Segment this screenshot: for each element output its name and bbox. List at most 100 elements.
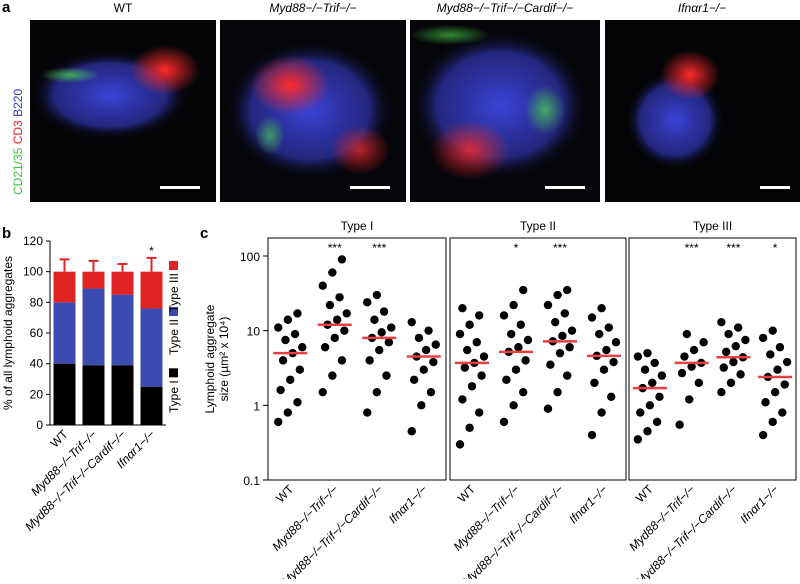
data-point xyxy=(318,387,327,397)
data-point xyxy=(477,371,486,380)
data-point xyxy=(455,440,465,449)
data-point xyxy=(335,293,344,302)
bar-segment xyxy=(111,365,134,425)
bar-segment xyxy=(82,271,105,289)
data-point xyxy=(741,335,750,345)
bar-segment xyxy=(82,288,105,366)
data-point xyxy=(328,371,337,380)
bar-segment xyxy=(53,302,76,364)
data-point xyxy=(293,309,302,318)
data-point xyxy=(290,329,300,339)
y-tick-label: 10 xyxy=(247,325,261,339)
data-point xyxy=(782,357,792,367)
data-point xyxy=(417,401,426,410)
data-point xyxy=(521,356,530,365)
data-point xyxy=(475,408,484,417)
data-point xyxy=(543,300,553,310)
data-point xyxy=(455,329,465,339)
y-tick-label: 40 xyxy=(30,357,44,371)
data-point xyxy=(429,357,438,367)
data-point xyxy=(689,345,699,355)
stain: B220 xyxy=(11,89,25,117)
data-point xyxy=(276,385,285,395)
data-point xyxy=(330,333,339,343)
data-point xyxy=(717,317,726,327)
data-point xyxy=(278,356,288,365)
data-point xyxy=(597,303,606,313)
y-tick-label: 1 xyxy=(253,399,260,413)
data-point xyxy=(375,345,384,355)
plot-frame xyxy=(628,237,797,481)
data-point xyxy=(758,333,768,343)
data-point xyxy=(475,311,484,320)
data-point xyxy=(281,335,290,345)
data-point xyxy=(507,329,516,339)
data-point xyxy=(724,329,733,339)
data-point xyxy=(768,417,777,427)
image-title: Myd88−/−Trif−/− xyxy=(269,1,356,15)
significance: *** xyxy=(372,241,386,255)
y-tick-label: 20 xyxy=(30,387,44,401)
bar-segment xyxy=(140,271,163,309)
error-bar xyxy=(59,258,70,272)
data-point xyxy=(387,323,396,332)
panel-title: Type I xyxy=(341,219,374,233)
data-point xyxy=(337,255,347,264)
data-point xyxy=(499,311,509,320)
data-point xyxy=(465,320,474,329)
legend-swatch xyxy=(169,307,178,316)
bar-segment xyxy=(140,386,163,425)
panel-letter: b xyxy=(2,225,11,242)
image-title: Myd88−/−Trif−/−Cardif−/− xyxy=(437,1,574,15)
x-tick-label: WT xyxy=(455,482,479,506)
data-point xyxy=(431,340,440,349)
data-point xyxy=(283,408,293,417)
y-tick-label: 120 xyxy=(23,234,43,248)
image-title: Ifnαr1−/− xyxy=(678,1,726,15)
data-point xyxy=(761,398,770,407)
data-point xyxy=(558,331,567,341)
legend-label: Type II xyxy=(167,319,181,355)
data-point xyxy=(607,392,616,402)
error-bar xyxy=(117,263,128,272)
data-point xyxy=(729,357,738,367)
x-tick-label: Ifnαr1−/− xyxy=(386,482,430,526)
data-point xyxy=(340,326,349,335)
x-tick-label: Ifnαr1−/− xyxy=(737,482,781,526)
data-point xyxy=(511,365,521,374)
bar-segment xyxy=(82,365,105,425)
stain-label: CD21/35 CD3 B220 xyxy=(11,89,25,195)
data-point xyxy=(736,370,745,379)
data-point xyxy=(409,375,419,384)
legend-swatch xyxy=(169,261,178,270)
y-tick-label: 80 xyxy=(30,295,44,309)
data-point xyxy=(274,417,283,427)
data-point xyxy=(563,285,572,295)
data-point xyxy=(472,338,481,347)
data-point xyxy=(458,303,467,313)
data-point xyxy=(325,300,335,310)
data-point xyxy=(460,363,469,372)
data-point xyxy=(298,343,307,352)
data-point xyxy=(546,360,555,369)
data-point xyxy=(652,417,662,427)
bar-segment xyxy=(111,271,134,295)
data-point xyxy=(467,382,477,391)
data-point xyxy=(650,358,659,368)
panel-letter: c xyxy=(200,225,208,242)
data-point xyxy=(274,323,283,332)
data-point xyxy=(363,298,372,307)
data-point xyxy=(694,378,704,388)
y-tick-label: 0.1 xyxy=(243,474,260,488)
bar-segment xyxy=(111,294,134,366)
panel-letter: a xyxy=(2,0,11,16)
data-point xyxy=(677,368,687,378)
data-point xyxy=(332,315,342,324)
data-point xyxy=(733,323,743,332)
y-axis-label: % of all lymphoid aggregates xyxy=(1,256,15,410)
data-point xyxy=(604,323,613,332)
significance: * xyxy=(773,241,778,255)
data-point xyxy=(682,329,692,339)
data-point xyxy=(421,345,431,355)
